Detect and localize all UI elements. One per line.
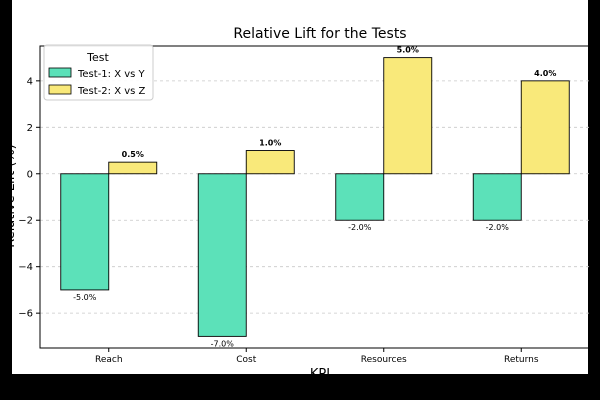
data-label: -2.0% [348,223,372,232]
bottom-letterbox [0,374,600,400]
bar-test-2 [108,161,158,175]
right-letterbox [588,0,600,400]
y-tick-label: −2 [18,216,33,227]
chart-title: Relative Lift for the Tests [233,26,406,42]
y-tick-label: −6 [18,309,33,320]
legend-swatch-test-2 [48,84,72,95]
bar-test-2 [245,150,295,175]
bar-test-1 [335,173,385,221]
y-axis: −6 −4 −2 0 2 4 [18,76,40,320]
legend-label-test-2: Test-2: X vs Z [77,86,146,97]
y-tick-label: 2 [27,123,33,134]
bar-test-1 [197,173,247,337]
x-axis: Reach Cost Resources Returns [95,348,539,365]
legend-label-test-1: Test-1: X vs Y [77,69,146,80]
bar-test-1 [60,173,110,291]
data-label: -2.0% [486,223,510,232]
data-labels-layer: -5.0% 0.5% -7.0% 1.0% -2.0% 5.0% -2.0% 4.0% [73,46,556,349]
x-tick-label: Resources [361,355,407,365]
left-letterbox [0,0,12,400]
y-tick-label: 0 [27,169,33,180]
data-label: 5.0% [397,46,419,55]
legend-swatch-test-1 [48,67,72,78]
plot-frame [39,45,591,349]
y-tick-label: −4 [18,262,33,273]
x-tick-label: Cost [236,355,256,365]
legend: Test Test-1: X vs Y Test-2: X vs Z [43,44,154,101]
y-axis-label: Relative Lift (%) [3,144,18,248]
data-label: 4.0% [534,69,556,78]
legend-title: Test [86,51,109,64]
data-label: -5.0% [73,293,97,302]
data-label: 0.5% [122,150,144,159]
data-label: -7.0% [211,339,235,348]
y-tick-label: 4 [27,76,33,87]
bars-layer [60,57,570,337]
bar-test-2 [520,80,570,175]
bar-test-1 [472,173,522,221]
data-label: 1.0% [259,139,281,148]
x-tick-label: Reach [95,355,123,365]
x-tick-label: Returns [504,355,539,365]
bar-test-2 [383,57,433,175]
